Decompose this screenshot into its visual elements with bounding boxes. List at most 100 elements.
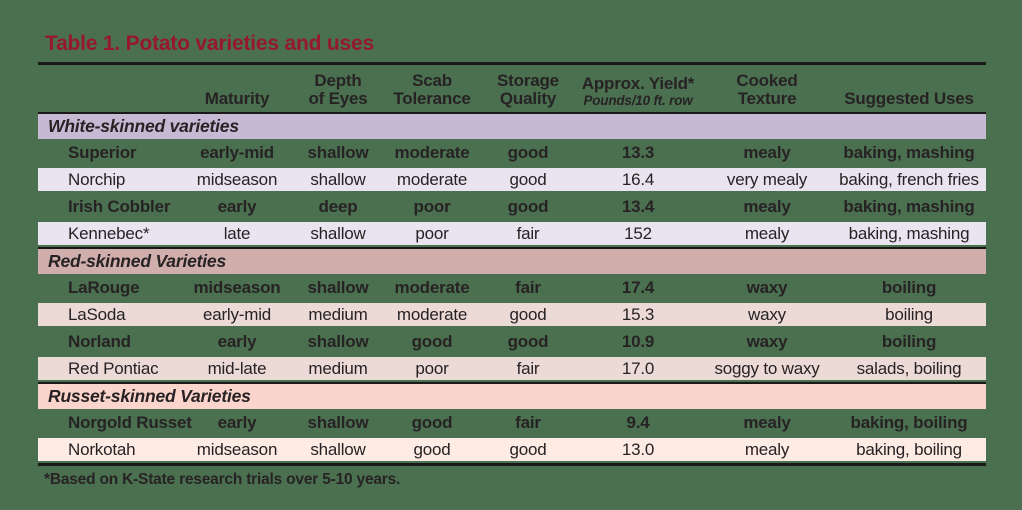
suggested-uses: baking, mashing xyxy=(848,223,970,243)
cooked-texture: waxy xyxy=(746,277,788,297)
suggested-uses: boiling xyxy=(881,331,937,351)
maturity: midseason xyxy=(196,439,278,459)
scab-tolerance: good xyxy=(411,331,453,351)
scab-tolerance: moderate xyxy=(394,142,470,162)
column-header-approx-yield: Approx. Yield* Pounds/10 ft. row xyxy=(581,74,695,109)
variety-name: Kennebec* xyxy=(68,223,150,243)
maturity: early xyxy=(217,412,257,432)
footnote: *Based on K-State research trials over 5… xyxy=(44,471,401,488)
storage-quality: fair xyxy=(515,412,541,432)
approx-yield: 10.9 xyxy=(621,331,655,351)
scab-tolerance: poor xyxy=(415,223,449,243)
section-separator xyxy=(38,112,986,114)
scab-tolerance: moderate xyxy=(396,169,468,189)
table-row: LaRouge midseason shallow moderate fair 17.4 w… xyxy=(38,274,986,301)
variety-name: Norkotah xyxy=(68,439,136,459)
depth-of-eyes: medium xyxy=(308,304,368,324)
column-header-depth-of-eyes: Depth of Eyes xyxy=(308,70,368,109)
maturity: midseason xyxy=(193,277,281,297)
scab-tolerance: good xyxy=(411,412,453,432)
table-title: Table 1. Potato varieties and uses xyxy=(45,32,374,55)
maturity: early-mid xyxy=(200,142,274,162)
suggested-uses: boiling xyxy=(881,277,937,297)
depth-of-eyes: shallow xyxy=(307,142,369,162)
scab-tolerance: good xyxy=(413,439,451,459)
section-separator xyxy=(38,247,986,249)
cooked-texture: mealy xyxy=(744,223,790,243)
storage-quality: good xyxy=(507,142,549,162)
storage-quality: good xyxy=(507,196,549,216)
table-row: LaSoda early-mid medium moderate good 15.3 wax… xyxy=(38,301,986,328)
scab-tolerance: moderate xyxy=(394,277,470,297)
cooked-texture: mealy xyxy=(744,439,790,459)
suggested-uses: baking, mashing xyxy=(843,196,975,216)
table-row: Norchip midseason shallow moderate good 16.4 v… xyxy=(38,166,986,193)
maturity: early xyxy=(217,331,257,351)
approx-yield: 13.0 xyxy=(621,439,655,459)
section-header: Russet-skinned Varieties xyxy=(38,384,986,409)
depth-of-eyes: deep xyxy=(318,196,358,216)
yield-units-subtitle: Pounds/10 ft. row xyxy=(583,93,693,109)
section-header: White-skinned varieties xyxy=(38,114,986,139)
table-header-row: Maturity Depth of Eyes Scab Tolerance St… xyxy=(38,65,986,112)
suggested-uses: baking, boiling xyxy=(850,412,968,432)
storage-quality: good xyxy=(509,304,547,324)
column-header-variety xyxy=(38,65,180,112)
suggested-uses: boiling xyxy=(885,304,933,324)
approx-yield: 9.4 xyxy=(626,412,650,432)
variety-name: Norland xyxy=(68,331,131,351)
depth-of-eyes: shallow xyxy=(310,439,366,459)
section-separator xyxy=(38,382,986,384)
storage-quality: fair xyxy=(516,223,540,243)
variety-name: Red Pontiac xyxy=(68,358,159,378)
maturity: early-mid xyxy=(202,304,272,324)
variety-name: LaRouge xyxy=(68,277,140,297)
maturity: midseason xyxy=(196,169,278,189)
maturity: late xyxy=(223,223,251,243)
depth-of-eyes: shallow xyxy=(307,277,369,297)
depth-of-eyes: shallow xyxy=(307,412,369,432)
depth-of-eyes: shallow xyxy=(310,169,366,189)
depth-of-eyes: medium xyxy=(308,358,368,378)
storage-quality: good xyxy=(509,169,547,189)
depth-of-eyes: shallow xyxy=(307,331,369,351)
potato-varieties-table: Maturity Depth of Eyes Scab Tolerance St… xyxy=(38,62,986,466)
suggested-uses: baking, boiling xyxy=(856,439,962,459)
cooked-texture: mealy xyxy=(743,142,791,162)
approx-yield: 17.4 xyxy=(621,277,655,297)
column-header-scab-tolerance: Scab Tolerance xyxy=(393,70,471,109)
approx-yield: 152 xyxy=(624,223,652,243)
storage-quality: fair xyxy=(516,358,540,378)
scab-tolerance: moderate xyxy=(396,304,468,324)
approx-yield: 13.3 xyxy=(621,142,655,162)
table-row: Norland early shallow good good 10.9 waxy boili… xyxy=(38,328,986,355)
storage-quality: good xyxy=(507,331,549,351)
table-row: Red Pontiac mid-late medium poor fair 17.0 sog… xyxy=(38,355,986,382)
cooked-texture: mealy xyxy=(743,412,791,432)
cooked-texture: waxy xyxy=(746,331,788,351)
suggested-uses: baking, mashing xyxy=(843,142,975,162)
variety-name: Norgold Russet xyxy=(68,412,192,432)
cooked-texture: mealy xyxy=(743,196,791,216)
suggested-uses: baking, french fries xyxy=(839,169,979,189)
approx-yield: 17.0 xyxy=(621,358,655,378)
cooked-texture: very mealy xyxy=(726,169,808,189)
bottom-rule xyxy=(38,463,986,466)
table-row: Kennebec* late shallow poor fair 152 mealy baki… xyxy=(38,220,986,247)
storage-quality: fair xyxy=(515,277,541,297)
suggested-uses: salads, boiling xyxy=(856,358,962,378)
cooked-texture: soggy to waxy xyxy=(714,358,820,378)
variety-name: Irish Cobbler xyxy=(68,196,171,216)
approx-yield: 15.3 xyxy=(621,304,655,324)
approx-yield: 13.4 xyxy=(621,196,655,216)
column-header-suggested-uses: Suggested Uses xyxy=(844,89,974,109)
variety-name: Norchip xyxy=(68,169,126,189)
table-body: White-skinned varieties Superior early-mid… xyxy=(38,112,986,463)
scab-tolerance: poor xyxy=(413,196,451,216)
storage-quality: good xyxy=(509,439,547,459)
table-row: Irish Cobbler early deep poor good 13.4 mealy b… xyxy=(38,193,986,220)
title-rule xyxy=(38,62,986,65)
depth-of-eyes: shallow xyxy=(310,223,366,243)
column-header-maturity: Maturity xyxy=(204,89,270,109)
